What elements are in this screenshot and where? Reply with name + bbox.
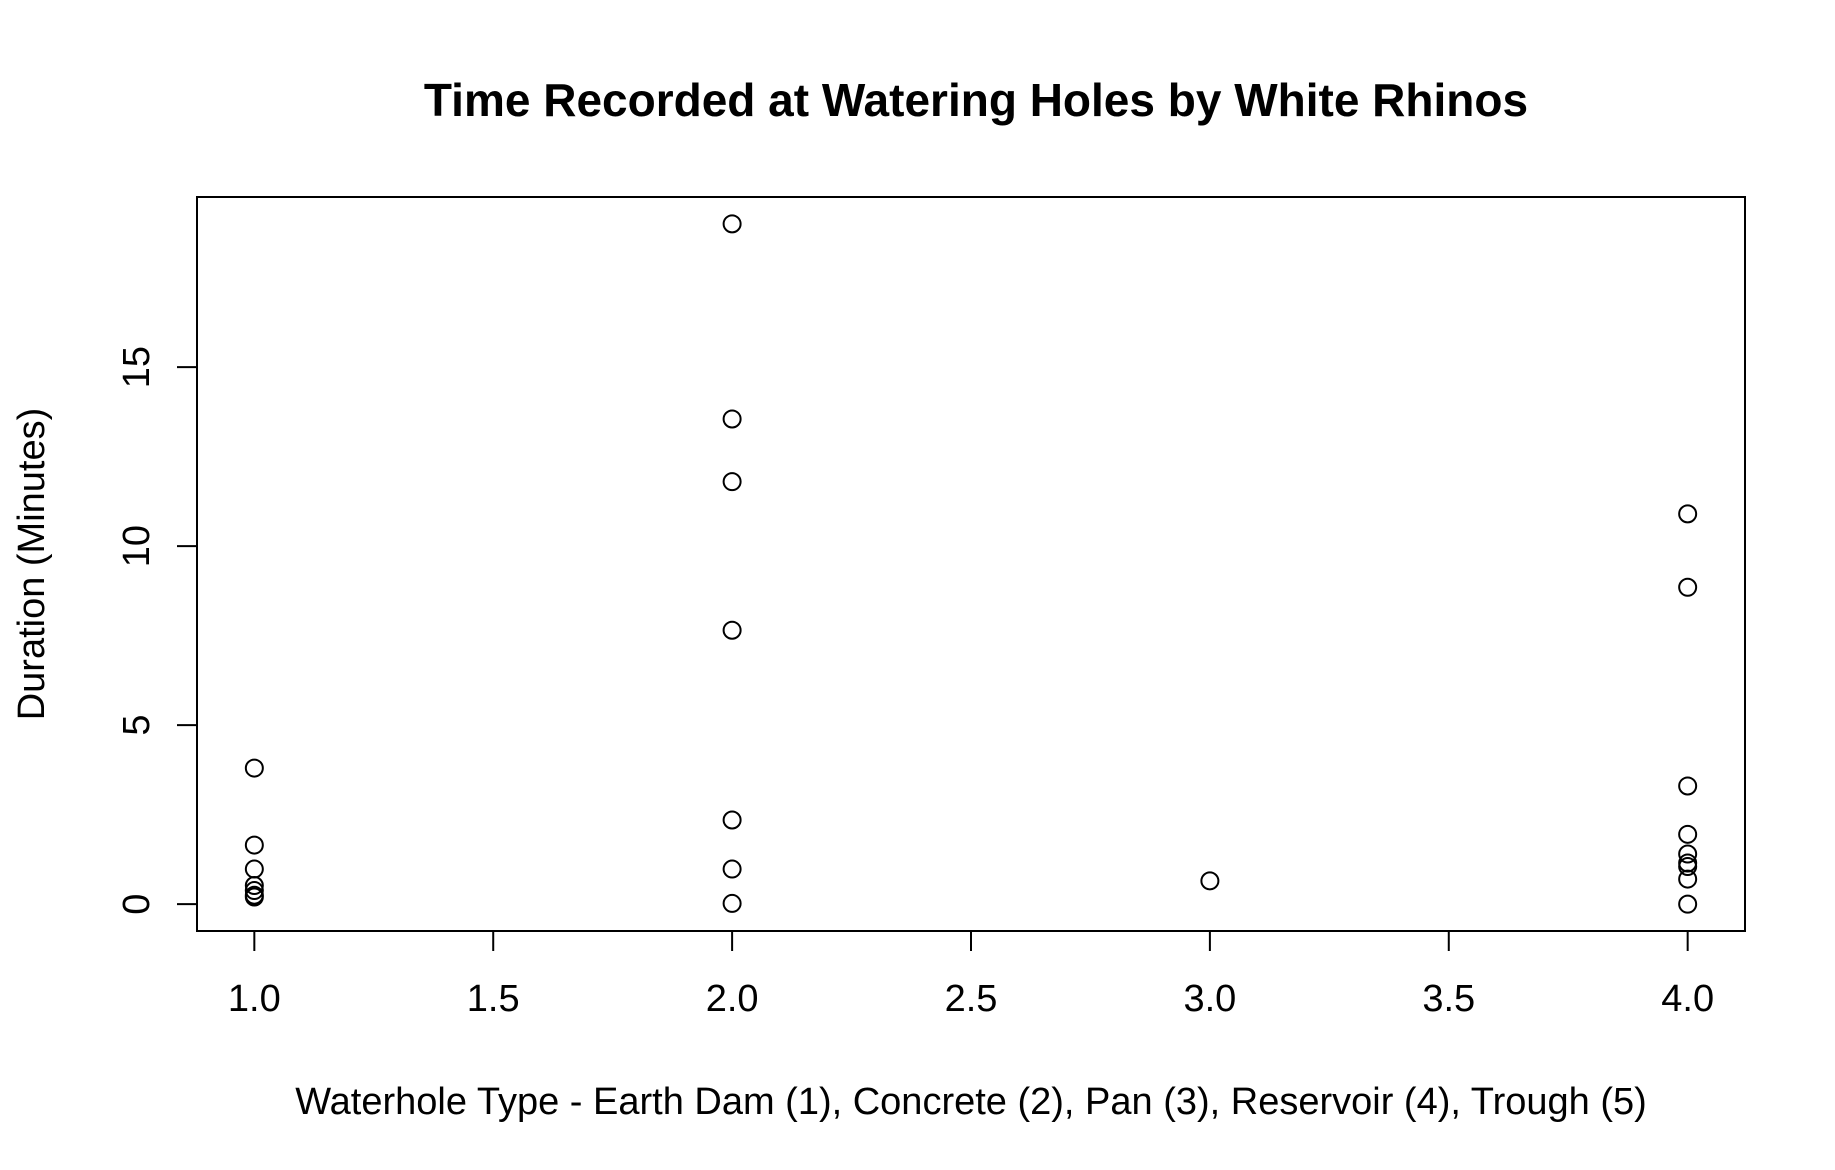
data-point: [722, 214, 742, 234]
data-point: [244, 859, 264, 879]
data-point: [722, 409, 742, 429]
data-point: [244, 758, 264, 778]
x-tick-label: 4.0: [1661, 978, 1714, 1020]
data-point: [1678, 776, 1698, 796]
x-tick-label: 2.0: [706, 978, 759, 1020]
data-point: [722, 859, 742, 879]
data-point: [1678, 577, 1698, 597]
data-point: [1200, 871, 1220, 891]
data-point: [1678, 844, 1698, 864]
data-point: [722, 893, 742, 913]
y-axis-label: Duration (Minutes): [11, 408, 53, 721]
data-point: [244, 881, 264, 901]
x-tick-label: 3.0: [1183, 978, 1236, 1020]
x-tick-label: 2.5: [945, 978, 998, 1020]
data-point: [244, 887, 264, 907]
data-points: [244, 214, 1698, 914]
x-tick-label: 3.5: [1422, 978, 1475, 1020]
y-tick-label: 10: [116, 525, 158, 567]
data-point: [1678, 824, 1698, 844]
data-point: [244, 835, 264, 855]
plot-area-frame: [196, 196, 1746, 932]
data-point: [1678, 857, 1698, 877]
y-axis: 0 5 10 15: [116, 346, 198, 915]
x-tick-label: 1.5: [467, 978, 520, 1020]
data-point: [722, 472, 742, 492]
data-point: [244, 876, 264, 896]
chart-title: Time Recorded at Watering Holes by White…: [424, 74, 1528, 126]
data-point: [1678, 869, 1698, 889]
y-tick-label: 15: [116, 346, 158, 388]
y-tick-label: 5: [116, 715, 158, 736]
y-tick-label: 0: [116, 894, 158, 915]
data-point: [722, 810, 742, 830]
data-point: [722, 620, 742, 640]
x-tick-label: 1.0: [228, 978, 281, 1020]
x-axis: 1.0 1.5 2.0 2.5 3.0 3.5 4.0: [228, 930, 1714, 1020]
x-axis-label: Waterhole Type - Earth Dam (1), Concrete…: [295, 1081, 1647, 1123]
data-point: [1678, 504, 1698, 524]
data-point: [1678, 894, 1698, 914]
